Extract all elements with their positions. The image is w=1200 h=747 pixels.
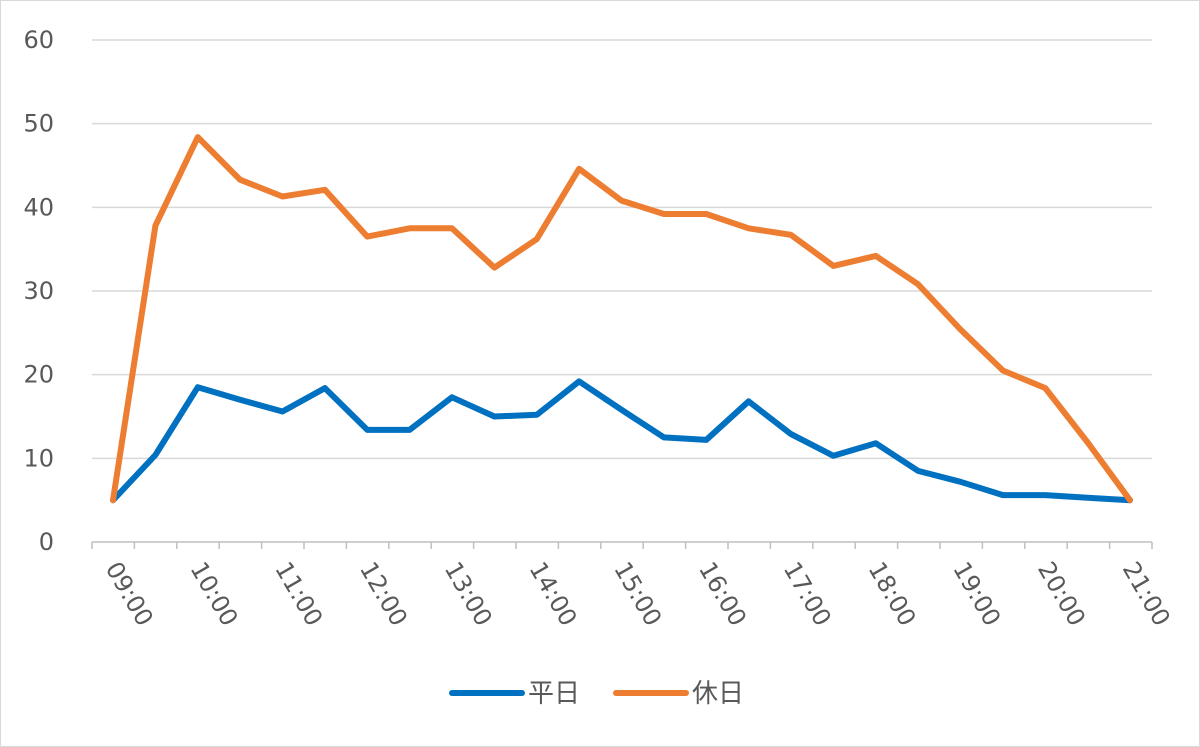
x-tick-label: 17:00 xyxy=(778,557,837,631)
x-tick-label: 10:00 xyxy=(185,557,244,631)
y-tick-label: 40 xyxy=(23,193,54,221)
y-tick-label: 10 xyxy=(23,444,54,472)
y-tick-label: 60 xyxy=(23,26,54,54)
legend-label-2: 休日 xyxy=(692,679,744,709)
y-axis-tick-labels: 0 10 20 30 40 50 60 xyxy=(23,26,54,556)
x-tick-label: 14:00 xyxy=(524,557,583,631)
legend-label-1: 平日 xyxy=(528,679,580,709)
x-tick-label: 19:00 xyxy=(947,557,1006,631)
x-tick-label: 21:00 xyxy=(1117,557,1176,631)
legend: 平日 休日 xyxy=(449,679,744,709)
x-tick-label: 11:00 xyxy=(269,557,328,631)
series-line-1 xyxy=(110,378,1133,504)
x-axis: 09:00 10:00 11:00 12:00 13:00 14:00 15:00 16:00… xyxy=(91,541,1176,631)
y-tick-label: 20 xyxy=(23,361,54,389)
x-tick-label: 12:00 xyxy=(354,557,413,631)
gridlines xyxy=(92,39,1152,460)
x-tick-label: 16:00 xyxy=(693,557,752,631)
y-tick-label: 30 xyxy=(23,277,54,305)
series-line-2 xyxy=(110,134,1133,504)
y-tick-label: 0 xyxy=(39,528,54,556)
y-tick-label: 50 xyxy=(23,110,54,138)
x-tick-label: 18:00 xyxy=(863,557,922,631)
x-tick-label: 13:00 xyxy=(439,557,498,631)
x-tick-label: 20:00 xyxy=(1032,557,1091,631)
x-tick-label: 15:00 xyxy=(608,557,667,631)
x-tick-label: 09:00 xyxy=(100,557,159,631)
series-lines xyxy=(110,134,1133,504)
